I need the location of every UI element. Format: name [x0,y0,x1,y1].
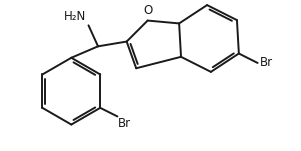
Text: Br: Br [259,56,273,69]
Text: O: O [143,4,152,17]
Text: H₂N: H₂N [64,10,87,23]
Text: Br: Br [118,117,132,130]
